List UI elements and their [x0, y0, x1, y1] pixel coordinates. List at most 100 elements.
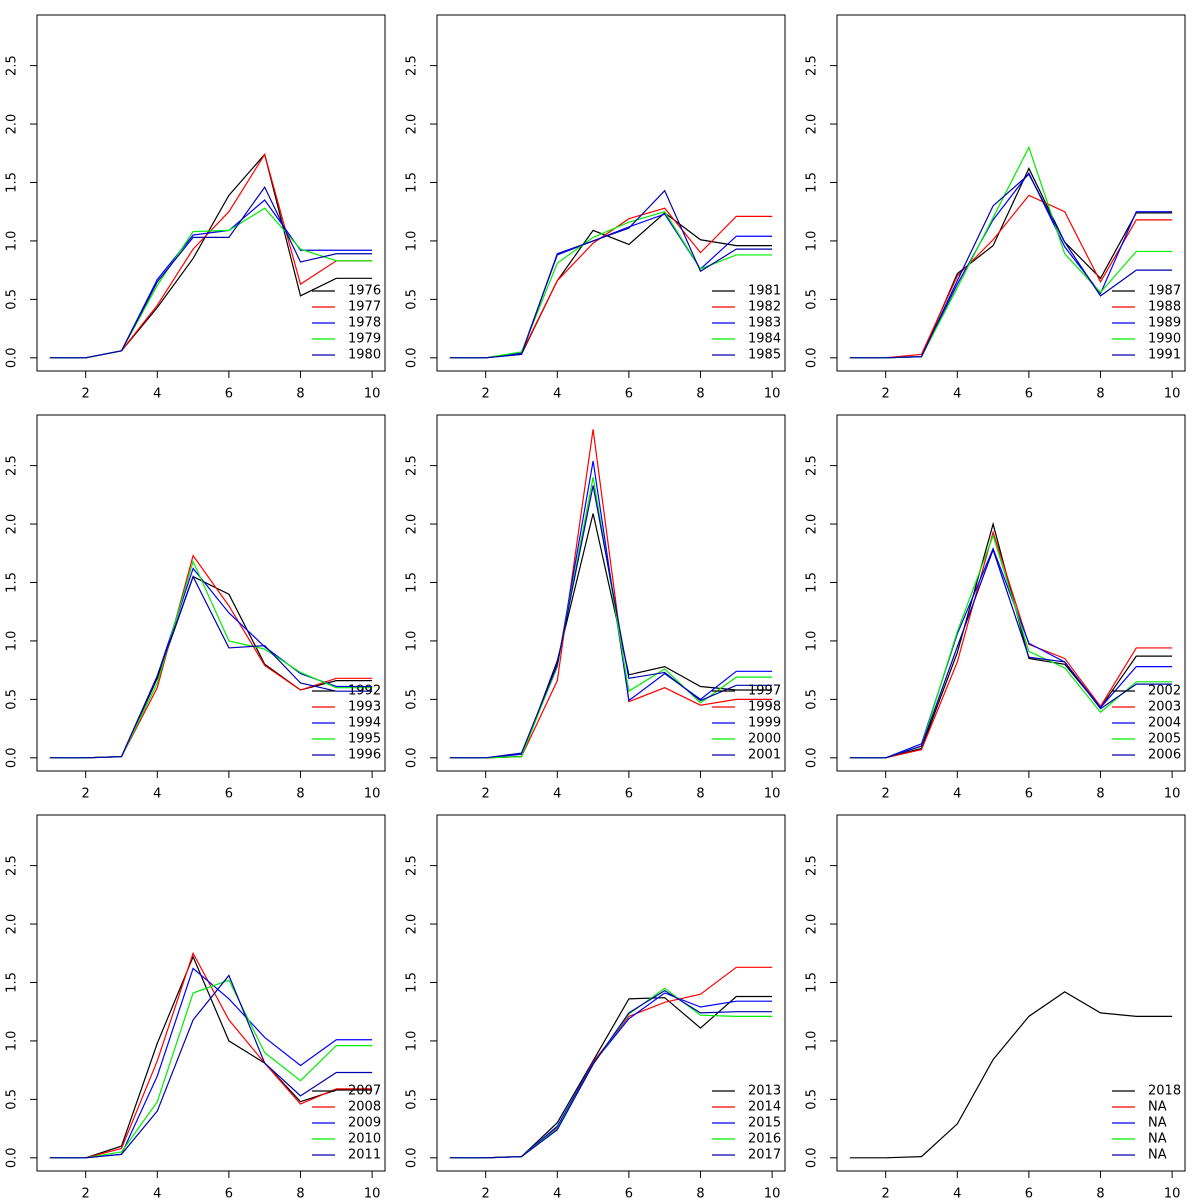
x-tick-label: 2: [482, 1187, 490, 1200]
y-tick-label: 2.0: [805, 514, 820, 535]
y-tick-label: 1.0: [5, 1031, 20, 1052]
series-line: [449, 995, 773, 1159]
legend-label: 1989: [1148, 316, 1181, 331]
y-tick-label: 0.0: [5, 1147, 20, 1168]
plot-frame: [436, 814, 786, 1172]
legend-label: 2003: [1148, 700, 1181, 715]
legend-label: 2004: [1148, 716, 1181, 731]
y-tick-label: 2.5: [405, 455, 420, 476]
y-tick-label: 0.5: [405, 1089, 420, 1110]
y-tick-label: 0.0: [405, 747, 420, 768]
series-line: [49, 575, 373, 759]
series-line: [449, 987, 773, 1159]
legend-label: 2005: [1148, 732, 1181, 747]
legend-label: 2000: [748, 732, 781, 747]
y-tick-label: 1.5: [5, 572, 20, 593]
legend-label: NA: [1148, 1100, 1167, 1115]
x-tick-label: 8: [296, 387, 304, 402]
legend-label: 1994: [348, 716, 381, 731]
legend-label: 1980: [348, 348, 381, 363]
y-tick-label: 2.0: [5, 914, 20, 935]
y-tick-label: 0.5: [805, 289, 820, 310]
y-tick-label: 1.5: [805, 972, 820, 993]
legend-label: 2001: [748, 748, 781, 763]
y-tick-label: 0.0: [405, 1147, 420, 1168]
series-line: [849, 546, 1173, 759]
x-tick-label: 10: [764, 1187, 781, 1200]
plot-frame: [836, 414, 1186, 772]
x-tick-label: 8: [696, 1187, 704, 1200]
series-line: [449, 189, 773, 359]
legend-label: 2015: [748, 1116, 781, 1131]
plot-frame: [436, 14, 786, 372]
x-tick-label: 8: [696, 387, 704, 402]
legend-label: 1987: [1148, 284, 1181, 299]
series-line: [449, 207, 773, 359]
plot-frame: [836, 814, 1186, 1172]
x-tick-label: 6: [1025, 387, 1033, 402]
x-tick-label: 6: [225, 1187, 233, 1200]
x-tick-label: 8: [1096, 387, 1104, 402]
series-line: [449, 477, 773, 759]
series-line: [449, 992, 773, 1159]
y-tick-label: 0.0: [805, 347, 820, 368]
series-line: [49, 575, 373, 759]
y-tick-label: 2.0: [405, 114, 420, 135]
y-tick-label: 2.5: [805, 455, 820, 476]
x-tick-label: 10: [364, 387, 381, 402]
y-tick-label: 2.0: [405, 514, 420, 535]
x-tick-label: 6: [625, 787, 633, 802]
y-tick-label: 1.5: [805, 572, 820, 593]
legend-label: NA: [1148, 1116, 1167, 1131]
y-tick-label: 1.5: [5, 972, 20, 993]
legend-label: NA: [1148, 1148, 1167, 1163]
series-line: [49, 207, 373, 359]
series-line: [49, 974, 373, 1159]
y-tick-label: 1.0: [5, 231, 20, 252]
legend-label: 2018: [1148, 1084, 1181, 1099]
legend-label: 1984: [748, 332, 781, 347]
legend-label: 2016: [748, 1132, 781, 1147]
legend-label: 1985: [748, 348, 781, 363]
y-tick-label: 1.0: [5, 631, 20, 652]
x-tick-label: 10: [764, 787, 781, 802]
y-tick-label: 0.5: [805, 689, 820, 710]
y-tick-label: 1.5: [5, 172, 20, 193]
legend-label: 2008: [348, 1100, 381, 1115]
x-tick-label: 10: [364, 1187, 381, 1200]
plot-frame: [836, 14, 1186, 372]
y-tick-label: 0.0: [805, 1147, 820, 1168]
x-tick-label: 4: [153, 787, 161, 802]
y-tick-label: 0.5: [805, 1089, 820, 1110]
x-tick-label: 4: [953, 1187, 961, 1200]
legend-label: 1976: [348, 284, 381, 299]
x-tick-label: 10: [364, 787, 381, 802]
y-tick-label: 0.0: [805, 747, 820, 768]
x-tick-label: 4: [553, 787, 561, 802]
x-tick-label: 10: [764, 387, 781, 402]
legend-label: 1983: [748, 316, 781, 331]
legend-label: 2013: [748, 1084, 781, 1099]
series-line: [449, 485, 773, 759]
x-tick-label: 2: [82, 387, 90, 402]
legend-label: 2009: [348, 1116, 381, 1131]
y-tick-label: 1.0: [805, 631, 820, 652]
legend-label: 2010: [348, 1132, 381, 1147]
y-tick-label: 0.5: [5, 1089, 20, 1110]
legend-label: 1978: [348, 316, 381, 331]
y-tick-label: 0.0: [5, 347, 20, 368]
x-tick-label: 2: [882, 787, 890, 802]
y-tick-label: 2.0: [5, 114, 20, 135]
series-line: [849, 145, 1173, 359]
series-line: [49, 199, 373, 359]
x-tick-label: 4: [953, 387, 961, 402]
y-tick-label: 0.5: [5, 689, 20, 710]
series-line: [449, 989, 773, 1159]
y-tick-label: 1.0: [405, 631, 420, 652]
legend-label: 2007: [348, 1084, 381, 1099]
y-tick-label: 2.0: [805, 114, 820, 135]
y-tick-label: 2.0: [5, 514, 20, 535]
x-tick-label: 2: [882, 387, 890, 402]
y-tick-label: 2.5: [5, 55, 20, 76]
series-line: [449, 460, 773, 759]
